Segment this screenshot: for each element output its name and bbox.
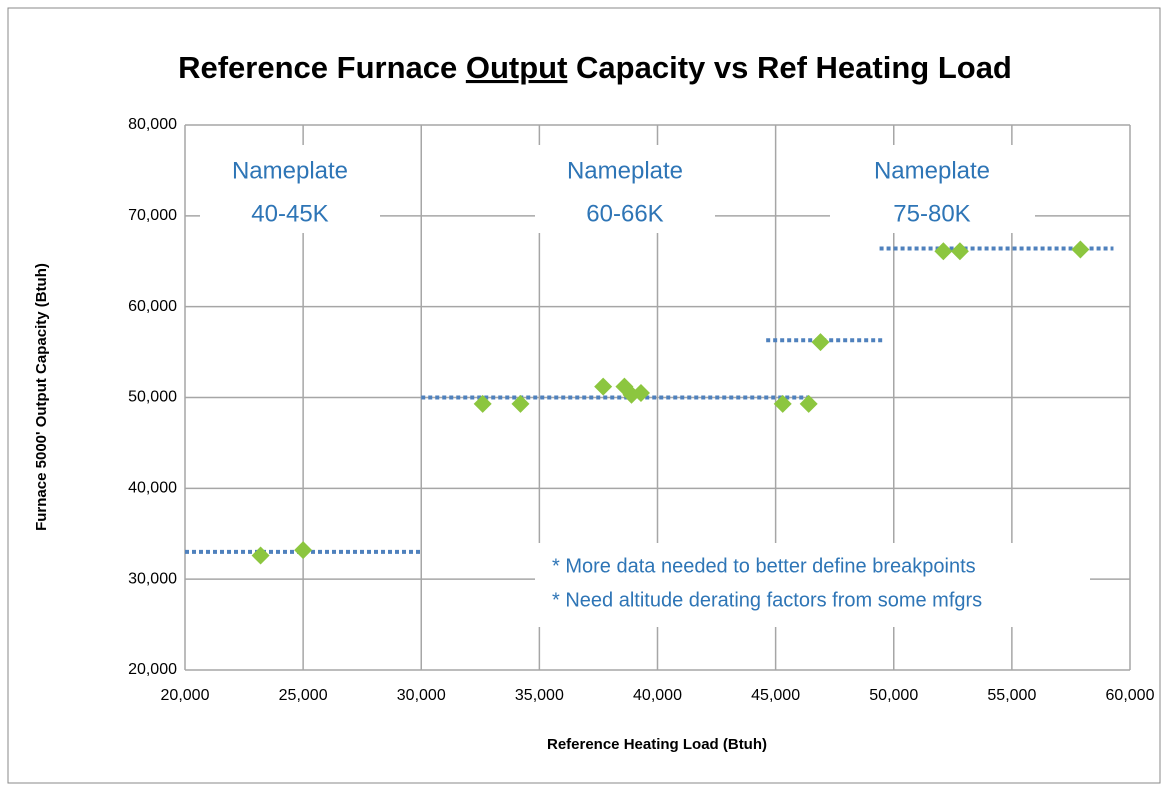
data-point bbox=[1071, 240, 1090, 259]
x-axis-label: Reference Heating Load (Btuh) bbox=[547, 736, 767, 753]
y-tick-label: 80,000 bbox=[128, 116, 177, 133]
y-tick-label: 70,000 bbox=[128, 207, 177, 224]
data-point bbox=[511, 394, 530, 413]
data-point bbox=[773, 394, 792, 413]
data-point bbox=[594, 377, 613, 396]
x-tick-label: 40,000 bbox=[633, 687, 682, 704]
y-tick-label: 40,000 bbox=[128, 480, 177, 497]
x-tick-label: 35,000 bbox=[515, 687, 564, 704]
data-point bbox=[294, 541, 313, 560]
annotation: Nameplate bbox=[232, 157, 348, 184]
chart-title: Reference Furnace Output Capacity vs Ref… bbox=[178, 50, 1012, 85]
note-box bbox=[535, 543, 1090, 627]
data-point bbox=[631, 383, 650, 402]
y-tick-label: 30,000 bbox=[128, 570, 177, 587]
data-point bbox=[473, 394, 492, 413]
x-tick-label: 45,000 bbox=[751, 687, 800, 704]
annotation-box bbox=[200, 145, 380, 233]
data-point bbox=[934, 242, 953, 261]
annotation: 60-66K bbox=[586, 200, 663, 227]
annotation-box bbox=[830, 145, 1035, 233]
data-point bbox=[811, 333, 830, 352]
annotation: 40-45K bbox=[251, 200, 328, 227]
note: * More data needed to better define brea… bbox=[552, 555, 976, 577]
y-tick-label: 20,000 bbox=[128, 661, 177, 678]
y-tick-label: 50,000 bbox=[128, 389, 177, 406]
note: * Need altitude derating factors from so… bbox=[552, 589, 982, 611]
x-tick-label: 60,000 bbox=[1106, 687, 1155, 704]
x-tick-label: 20,000 bbox=[161, 687, 210, 704]
x-tick-label: 50,000 bbox=[869, 687, 918, 704]
x-tick-label: 25,000 bbox=[279, 687, 328, 704]
annotation-box bbox=[535, 145, 715, 233]
y-axis-label: Furnace 5000' Output Capacity (Btuh) bbox=[33, 263, 50, 531]
y-tick-label: 60,000 bbox=[128, 298, 177, 315]
annotation: Nameplate bbox=[567, 157, 683, 184]
annotation: 75-80K bbox=[893, 200, 970, 227]
x-tick-label: 30,000 bbox=[397, 687, 446, 704]
data-point bbox=[950, 242, 969, 261]
annotation: Nameplate bbox=[874, 157, 990, 184]
data-point bbox=[799, 394, 818, 413]
x-tick-label: 55,000 bbox=[987, 687, 1036, 704]
data-point bbox=[251, 546, 270, 565]
